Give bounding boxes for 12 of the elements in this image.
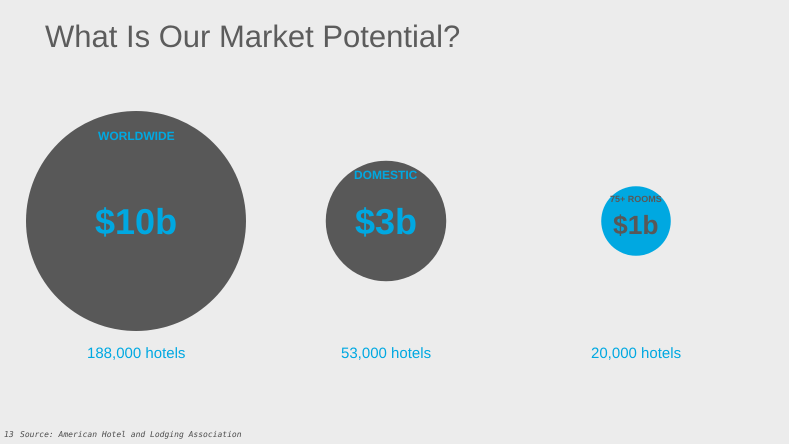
category-label: 75+ ROOMS: [610, 194, 662, 204]
category-label: WORLDWIDE: [98, 129, 175, 143]
category-label: DOMESTIC: [354, 168, 418, 182]
data-label: $3b: [355, 201, 418, 242]
data-label: $1b: [613, 210, 659, 240]
text: What Is Our Market Potential?: [45, 18, 460, 54]
data-label: $10b: [95, 201, 178, 242]
text: 53,000 hotels: [341, 345, 432, 362]
source-note: Source: American Hotel and Lodging Association: [20, 430, 242, 439]
text: 13: [4, 430, 14, 439]
text: 20,000 hotels: [591, 345, 682, 362]
text: 188,000 hotels: [87, 345, 186, 362]
